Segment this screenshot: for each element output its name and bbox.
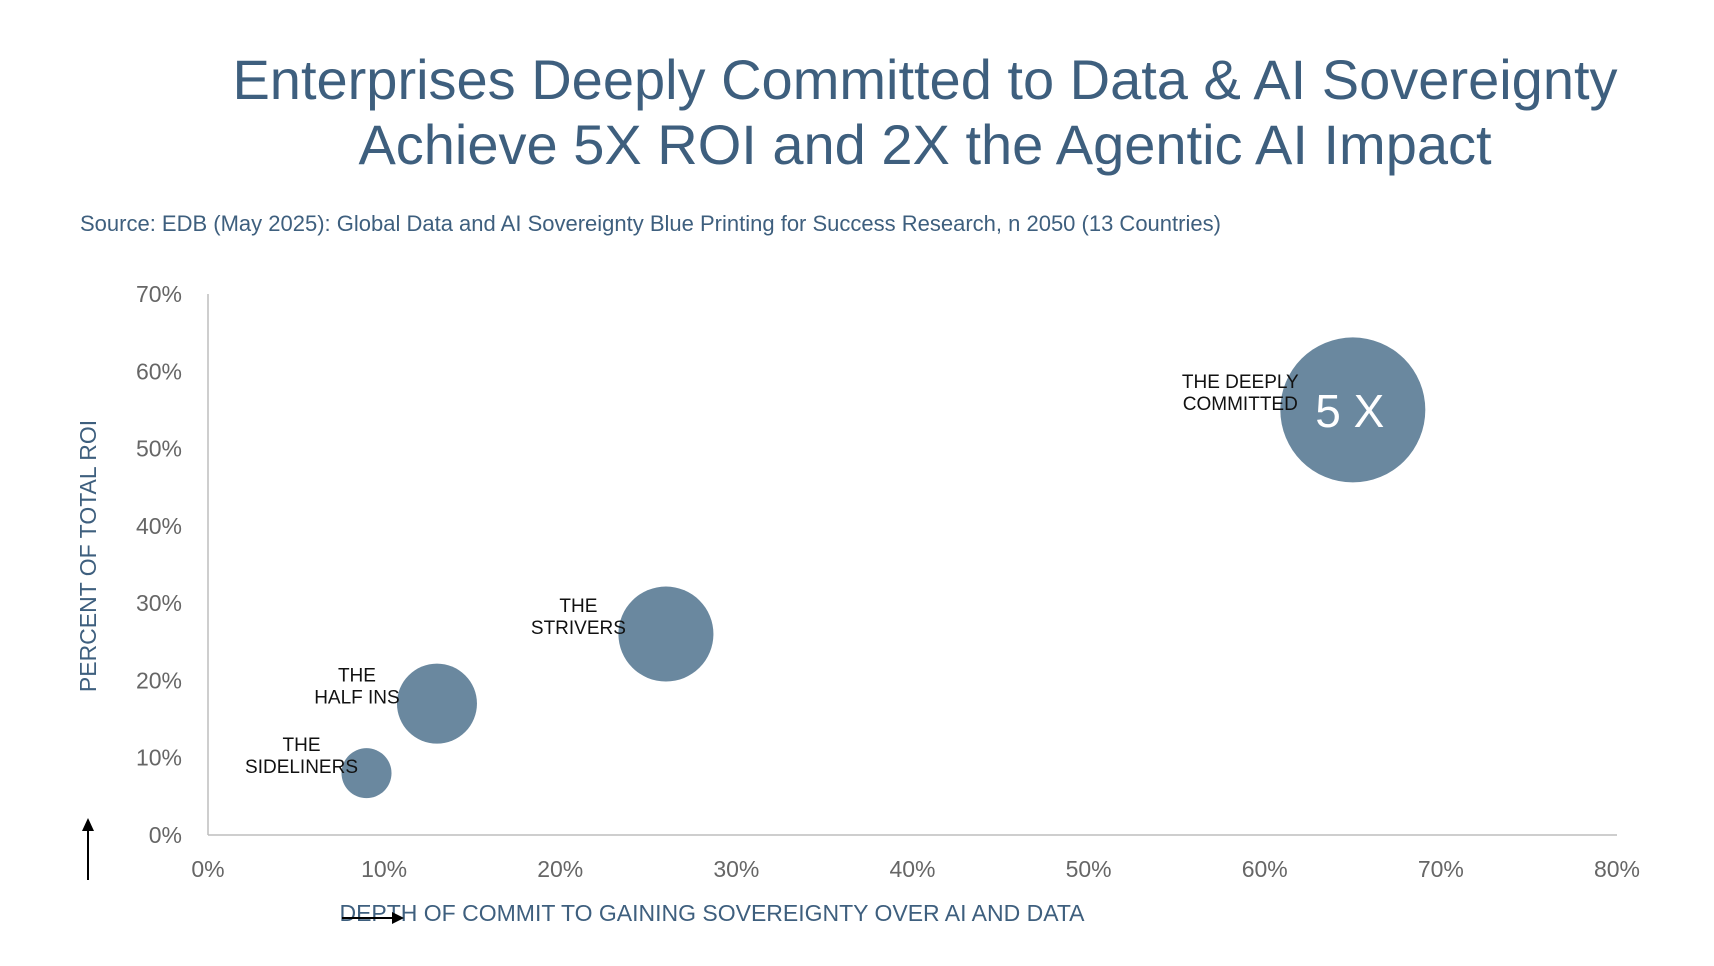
bubble bbox=[1280, 337, 1426, 483]
x-tick-label: 30% bbox=[713, 856, 759, 882]
x-tick-label: 20% bbox=[537, 856, 583, 882]
y-axis-label: PERCENT OF TOTAL ROI bbox=[75, 420, 101, 692]
bubble-category-label: THE SIDELINERS bbox=[245, 735, 358, 778]
y-tick-label: 50% bbox=[136, 436, 182, 462]
x-tick-labels: 0% 10% 20% 30% 40% 50% 60% 70% 80% bbox=[191, 856, 1640, 882]
bubble-category-label: THE DEEPLY COMMITTED bbox=[1182, 372, 1299, 415]
x-tick-label: 40% bbox=[889, 856, 935, 882]
x-tick-label: 0% bbox=[191, 856, 224, 882]
y-direction-arrow-icon bbox=[82, 818, 94, 880]
bubble-category-label: THE STRIVERS bbox=[531, 596, 626, 639]
x-tick-label: 60% bbox=[1242, 856, 1288, 882]
axes bbox=[207, 294, 1617, 836]
bubble bbox=[396, 663, 477, 744]
source-note: Source: EDB (May 2025): Global Data and … bbox=[80, 211, 1221, 236]
title-line-1: Enterprises Deeply Committed to Data & A… bbox=[232, 48, 1618, 111]
bubble-category-label-line: THE bbox=[559, 596, 597, 617]
y-tick-label: 10% bbox=[136, 745, 182, 771]
x-tick-label: 50% bbox=[1066, 856, 1112, 882]
y-tick-label: 30% bbox=[136, 590, 182, 616]
title-line-2: Achieve 5X ROI and 2X the Agentic AI Imp… bbox=[358, 113, 1492, 176]
bubble-category-label-line: HALF INS bbox=[314, 688, 400, 709]
bubble-category-label-line: THE bbox=[338, 666, 376, 687]
y-tick-labels: 0% 10% 20% 30% 40% 50% 60% 70% bbox=[136, 281, 182, 848]
y-tick-label: 60% bbox=[136, 358, 182, 384]
y-tick-label: 0% bbox=[149, 822, 182, 848]
y-tick-label: 70% bbox=[136, 281, 182, 307]
bubble-category-label: THE HALF INS bbox=[314, 666, 400, 709]
bubbles: 5 X bbox=[341, 337, 1426, 799]
bubble-value-label: 5 X bbox=[1315, 385, 1384, 437]
bubble-category-label-line: COMMITTED bbox=[1183, 394, 1298, 415]
x-axis-label: DEPTH OF COMMIT TO GAINING SOVEREIGNTY O… bbox=[339, 900, 1085, 926]
y-tick-label: 40% bbox=[136, 513, 182, 539]
bubble bbox=[341, 748, 392, 799]
x-tick-label: 10% bbox=[361, 856, 407, 882]
bubble-category-label-line: STRIVERS bbox=[531, 618, 626, 639]
bubble-category-label-line: THE bbox=[283, 735, 321, 756]
bubble bbox=[618, 586, 714, 682]
x-tick-label: 70% bbox=[1418, 856, 1464, 882]
bubble-category-label-line: THE DEEPLY bbox=[1182, 372, 1299, 393]
y-tick-label: 20% bbox=[136, 667, 182, 693]
bubble-category-label-line: SIDELINERS bbox=[245, 757, 358, 778]
x-tick-label: 80% bbox=[1594, 856, 1640, 882]
x-direction-arrow-icon bbox=[342, 912, 404, 924]
